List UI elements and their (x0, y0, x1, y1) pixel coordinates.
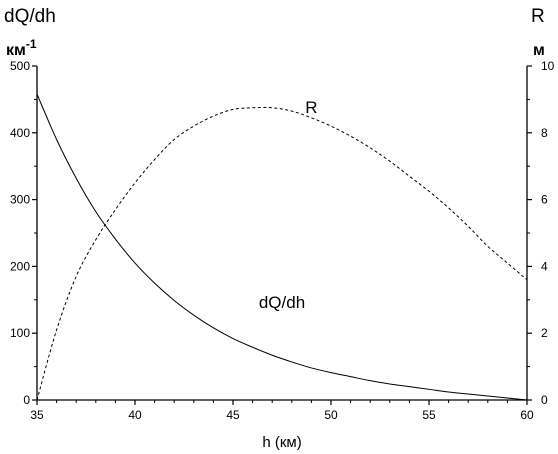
left-tick-label: 300 (10, 193, 30, 207)
right-tick-label: 10 (541, 59, 555, 73)
annotation-dq-dh: dQ/dh (259, 293, 305, 312)
right-tick-label: 4 (541, 259, 548, 273)
right-tick-label: 2 (541, 326, 548, 340)
tick-labels: 0 100 200 300 400 500 0 2 4 6 8 10 35 40 45 50 55 60 (10, 59, 555, 422)
x-tick-label: 40 (128, 408, 142, 422)
right-tick-label: 8 (541, 126, 548, 140)
left-tick-label: 100 (10, 326, 30, 340)
left-axis-unit: км-1 (6, 37, 37, 59)
right-axis-title: R (531, 6, 545, 27)
x-tick-label: 55 (422, 408, 436, 422)
left-tick-label: 0 (23, 393, 30, 407)
series-dq-dh-line (36, 93, 528, 401)
series-lines (36, 93, 528, 401)
x-tick-label: 35 (30, 408, 44, 422)
right-axis-unit: м (533, 42, 545, 59)
right-tick-label: 6 (541, 193, 548, 207)
left-axis-title: dQ/dh (4, 6, 56, 27)
series-r-line (36, 106, 528, 401)
left-tick-label: 500 (10, 59, 30, 73)
right-tick-label: 0 (541, 393, 548, 407)
tick-marks (32, 65, 532, 405)
x-axis-label: h (км) (262, 434, 301, 451)
annotation-r: R (305, 98, 317, 117)
left-tick-label: 400 (10, 126, 30, 140)
left-axis-unit-base: км (6, 42, 26, 59)
x-tick-label: 45 (226, 408, 240, 422)
x-tick-label: 50 (324, 408, 338, 422)
x-tick-label: 60 (520, 408, 534, 422)
left-tick-label: 200 (10, 259, 30, 273)
left-axis-unit-exponent: -1 (26, 37, 37, 51)
